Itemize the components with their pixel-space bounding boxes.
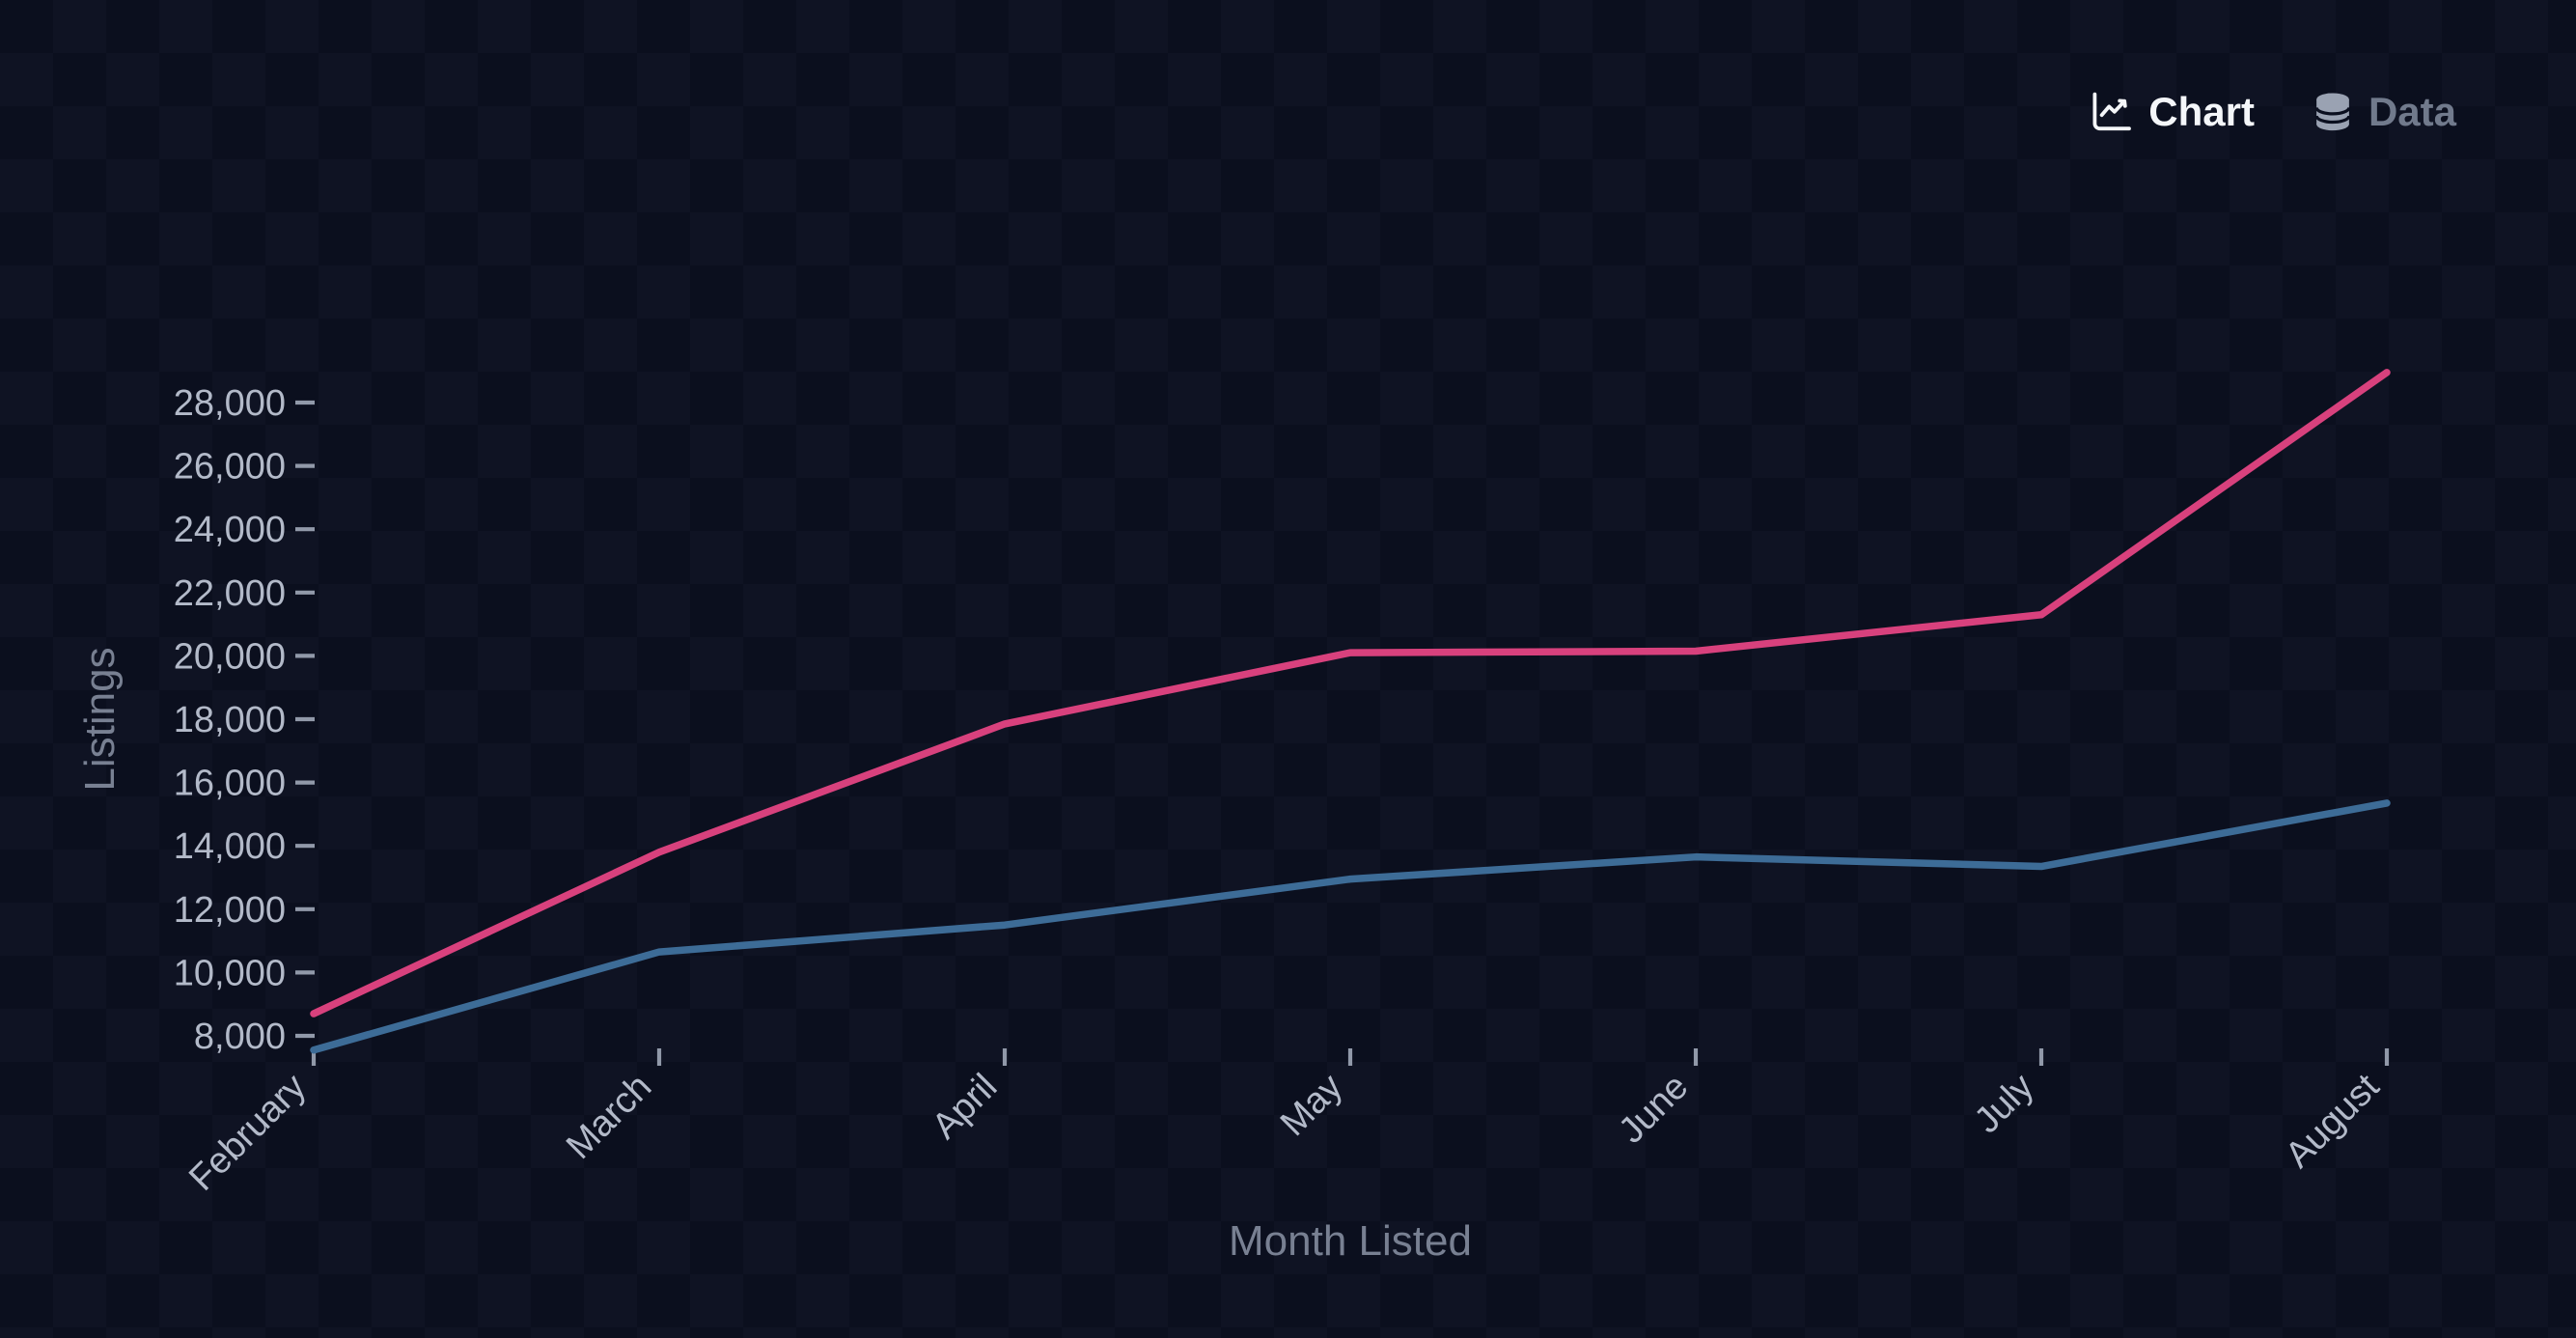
x-axis-title: Month Listed: [1229, 1217, 1472, 1265]
y-tick-label: 24,000: [174, 510, 286, 550]
tab-data-label: Data: [2368, 89, 2456, 134]
x-tick-label: April: [925, 1067, 1005, 1147]
series-line-pink-series: [310, 369, 2391, 1017]
line-chart-icon: [2089, 89, 2135, 135]
y-tick-label: 18,000: [174, 700, 286, 740]
series-line-blue-series: [310, 799, 2391, 1054]
y-tick-label: 26,000: [174, 447, 286, 488]
view-switcher: Chart Data: [2089, 89, 2456, 135]
y-tick-label: 16,000: [174, 764, 286, 804]
y-tick-label: 14,000: [174, 826, 286, 867]
database-icon: [2311, 89, 2355, 135]
x-tick-label: May: [1273, 1067, 1350, 1144]
y-tick-label: 20,000: [174, 636, 286, 677]
y-tick-label: 22,000: [174, 573, 286, 614]
tab-chart[interactable]: Chart: [2089, 89, 2255, 135]
y-tick-label: 8,000: [194, 1017, 286, 1057]
x-tick-label: July: [1967, 1067, 2041, 1141]
x-tick-label: March: [559, 1067, 659, 1167]
tab-chart-label: Chart: [2148, 89, 2255, 134]
x-tick-label: August: [2278, 1066, 2388, 1176]
x-tick-label: February: [181, 1067, 314, 1199]
y-tick-label: 12,000: [174, 890, 286, 931]
y-axis-title: Listings: [76, 647, 124, 791]
tab-data[interactable]: Data: [2311, 89, 2456, 135]
y-tick-label: 28,000: [174, 383, 286, 424]
x-tick-label: June: [1611, 1067, 1696, 1152]
y-tick-label: 10,000: [174, 953, 286, 993]
